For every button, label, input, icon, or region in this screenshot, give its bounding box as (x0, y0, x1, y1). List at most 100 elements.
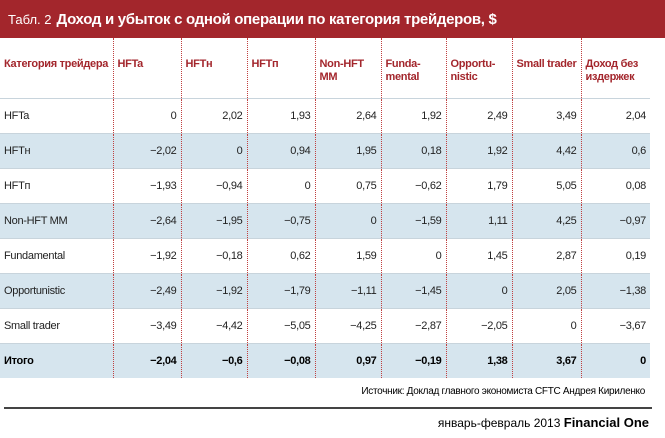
cell: −1,92 (112, 237, 181, 273)
row-label: Non-HFT MM (0, 202, 113, 238)
cell: −0,6 (180, 342, 247, 378)
table-row: Итого −2,04 −0,6 −0,08 0,97 −0,19 1,38 3,67 0 (0, 342, 650, 378)
source-note: Источник: Доклад главного экономиста CFT… (361, 386, 645, 397)
cell: 0 (580, 342, 650, 378)
row-label: Итого (0, 342, 113, 378)
cell: −0,97 (580, 202, 650, 238)
row-label: HFTп (0, 167, 113, 203)
table-label: Табл. 2 (8, 11, 52, 27)
cell: 0 (246, 167, 315, 203)
cell: −1,93 (112, 167, 181, 203)
cell: −1,38 (580, 272, 650, 308)
cell: 0,08 (580, 167, 650, 203)
cell: −3,67 (580, 307, 650, 343)
table-title: Доход и убыток с одной операции по катег… (56, 10, 497, 28)
data-table: Категория трейдера HFTa HFTн HFTп Non-HFT MM… (0, 38, 650, 378)
table-row: Opportunistic −2,49 −1,92 −1,79 −1,11 −1,45 0 2… (0, 272, 650, 308)
cell: −1,92 (180, 272, 247, 308)
cell: 1,92 (380, 97, 446, 133)
header-row: Категория трейдера HFTa HFTн HFTп Non-HFT MM… (0, 38, 650, 98)
cell: −0,19 (380, 342, 446, 378)
cell: 0,97 (314, 342, 381, 378)
cell: 1,93 (246, 97, 315, 133)
row-label: HFTн (0, 132, 113, 168)
cell: 0,18 (380, 132, 446, 168)
cell: −1,79 (246, 272, 315, 308)
cell: −2,87 (380, 307, 446, 343)
cell: 0,94 (246, 132, 315, 168)
footer: январь-февраль 2013 Financial One (438, 415, 649, 430)
cell: 2,87 (511, 237, 581, 273)
cell: 1,38 (445, 342, 512, 378)
cell: −1,45 (380, 272, 446, 308)
cell: −1,95 (180, 202, 247, 238)
cell: 3,67 (511, 342, 581, 378)
cell: 5,05 (511, 167, 581, 203)
cell: −0,94 (180, 167, 247, 203)
column-header: HFTн (180, 38, 247, 98)
row-label: Opportunistic (0, 272, 113, 308)
cell: 1,92 (445, 132, 512, 168)
cell: 1,95 (314, 132, 381, 168)
cell: −2,49 (112, 272, 181, 308)
footer-rule (4, 407, 652, 409)
cell: −1,11 (314, 272, 381, 308)
cell: 2,64 (314, 97, 381, 133)
row-label: Small trader (0, 307, 113, 343)
cell: 0 (112, 97, 181, 133)
cell: −4,25 (314, 307, 381, 343)
row-label: Fundamental (0, 237, 113, 273)
cell: 0 (314, 202, 381, 238)
cell: 2,04 (580, 97, 650, 133)
cell: −0,75 (246, 202, 315, 238)
cell: 2,05 (511, 272, 581, 308)
table-row: Fundamental −1,92 −0,18 0,62 1,59 0 1,45 2,87 0,… (0, 237, 650, 273)
column-header: Small trader (511, 38, 581, 98)
cell: 0,6 (580, 132, 650, 168)
cell: 0 (380, 237, 446, 273)
column-header: Non-HFT MM (314, 38, 381, 98)
cell: −0,08 (246, 342, 315, 378)
cell: 0,75 (314, 167, 381, 203)
cell: −0,62 (380, 167, 446, 203)
column-header: HFTa (112, 38, 181, 98)
cell: 1,45 (445, 237, 512, 273)
table-row: HFTп −1,93 −0,94 0 0,75 −0,62 1,79 5,05 0,08 (0, 167, 650, 203)
cell: −2,04 (112, 342, 181, 378)
cell: 3,49 (511, 97, 581, 133)
cell: −4,42 (180, 307, 247, 343)
column-header: Категория трейдера (4, 58, 109, 70)
cell: 0,62 (246, 237, 315, 273)
cell: −5,05 (246, 307, 315, 343)
column-header: Opportu- nistic (445, 38, 512, 98)
cell: −0,18 (180, 237, 247, 273)
cell: 1,11 (445, 202, 512, 238)
cell: 0,19 (580, 237, 650, 273)
cell: 4,25 (511, 202, 581, 238)
cell: 1,59 (314, 237, 381, 273)
row-label: HFTa (0, 97, 113, 133)
cell: −1,59 (380, 202, 446, 238)
column-header: Доход без издержек (580, 38, 650, 98)
cell: −3,49 (112, 307, 181, 343)
cell: 2,49 (445, 97, 512, 133)
brand: Financial One (563, 415, 649, 430)
cell: −2,05 (445, 307, 512, 343)
cell: 1,79 (445, 167, 512, 203)
table-row: HFTa 0 2,02 1,93 2,64 1,92 2,49 3,49 2,04 (0, 97, 650, 133)
cell: 0 (180, 132, 247, 168)
issue-date: январь-февраль 2013 (437, 416, 561, 430)
table-row: Small trader −3,49 −4,42 −5,05 −4,25 −2,87 −2,… (0, 307, 650, 343)
table-row: HFTн −2,02 0 0,94 1,95 0,18 1,92 4,42 0,6 (0, 132, 650, 168)
table-row: Non-HFT MM −2,64 −1,95 −0,75 0 −1,59 1,11 4,25−… (0, 202, 650, 238)
cell: −2,64 (112, 202, 181, 238)
cell: 0 (511, 307, 581, 343)
cell: 0 (445, 272, 512, 308)
column-header: Funda- mental (380, 38, 446, 98)
table-body: HFTa 0 2,02 1,93 2,64 1,92 2,49 3,49 2,04 HFTн −2,… (0, 97, 650, 378)
title-bar: Табл. 2 Доход и убыток с одной операции … (0, 0, 665, 38)
cell: −2,02 (112, 132, 181, 168)
cell: 4,42 (511, 132, 581, 168)
cell: 2,02 (180, 97, 247, 133)
